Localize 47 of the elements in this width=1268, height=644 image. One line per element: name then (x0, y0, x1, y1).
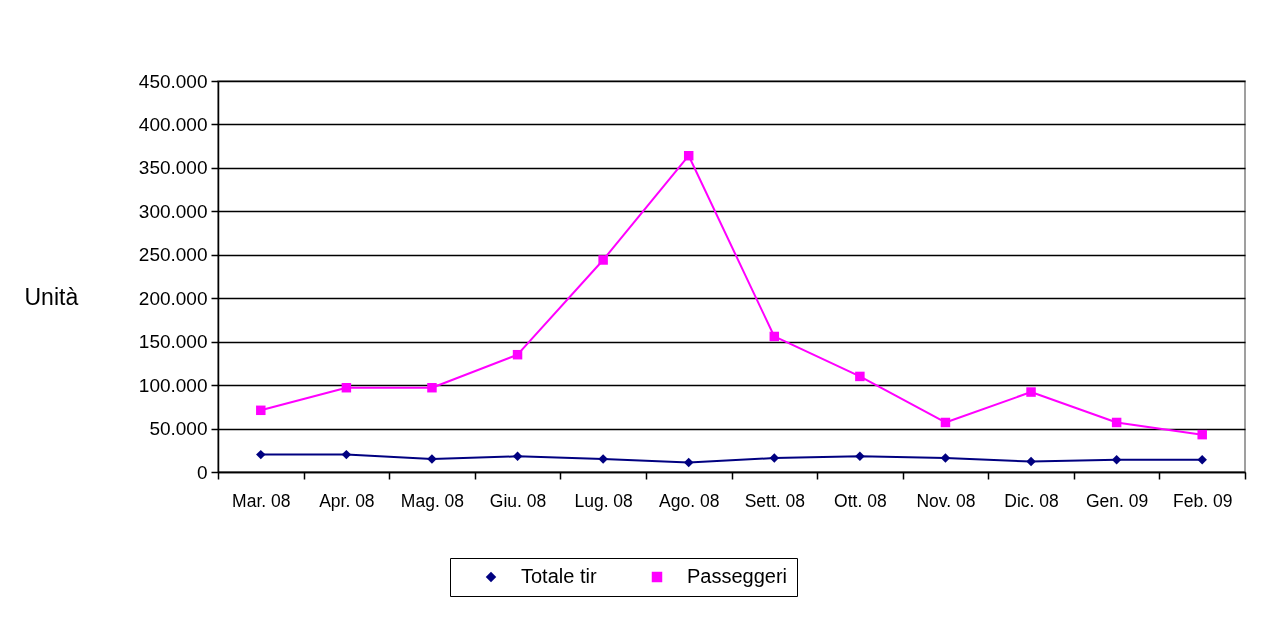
point (256, 405, 266, 416)
point (256, 449, 266, 460)
point (1026, 456, 1036, 467)
y-tick-label: 300.000 (138, 200, 208, 222)
point (855, 451, 865, 462)
y-tick-label: 200.000 (138, 287, 208, 309)
point (683, 150, 694, 161)
x-tick-label: Mag. 08 (400, 490, 465, 511)
point (940, 417, 951, 428)
y-tick-label: 50.000 (149, 418, 208, 440)
point (512, 451, 523, 462)
point (1111, 417, 1122, 428)
point (598, 255, 608, 265)
x-tick-label: Mar. 08 (232, 490, 291, 511)
x-tick-label: Lug. 08 (574, 490, 633, 511)
y-tick-label: 250.000 (138, 244, 208, 266)
x-tick-label: Dic. 08 (1004, 490, 1059, 511)
point (769, 331, 780, 342)
x-tick-label: Nov. 08 (916, 490, 976, 511)
legend-label: Passeggeri (687, 565, 788, 587)
y-tick-label: 150.000 (138, 331, 208, 353)
x-tick-label: Giu. 08 (489, 490, 547, 511)
y-axis-title: Unità (24, 283, 79, 310)
y-tick-label: 0 (196, 461, 208, 483)
y-tick-label: 400.000 (138, 113, 208, 135)
legend-label: Totale tir (521, 565, 597, 587)
point (427, 382, 437, 393)
x-tick-label: Ott. 08 (834, 490, 887, 511)
point (1197, 455, 1207, 465)
point (1197, 429, 1207, 440)
point (769, 453, 780, 463)
point (940, 453, 951, 463)
x-tick-label: Feb. 09 (1173, 490, 1233, 511)
x-tick-label: Apr. 08 (319, 490, 375, 511)
point (683, 457, 694, 468)
point (341, 382, 352, 393)
y-tick-label: 450.000 (138, 70, 208, 92)
x-tick-label: Gen. 09 (1085, 490, 1149, 511)
y-tick-label: 350.000 (138, 157, 208, 179)
point (1111, 455, 1122, 465)
y-tick-label: 100.000 (138, 374, 208, 396)
point (341, 449, 352, 460)
x-tick-label: Ago. 08 (659, 490, 720, 511)
point (1026, 387, 1036, 397)
x-tick-label: Sett. 08 (744, 490, 805, 511)
point (855, 371, 865, 382)
point (512, 349, 523, 360)
